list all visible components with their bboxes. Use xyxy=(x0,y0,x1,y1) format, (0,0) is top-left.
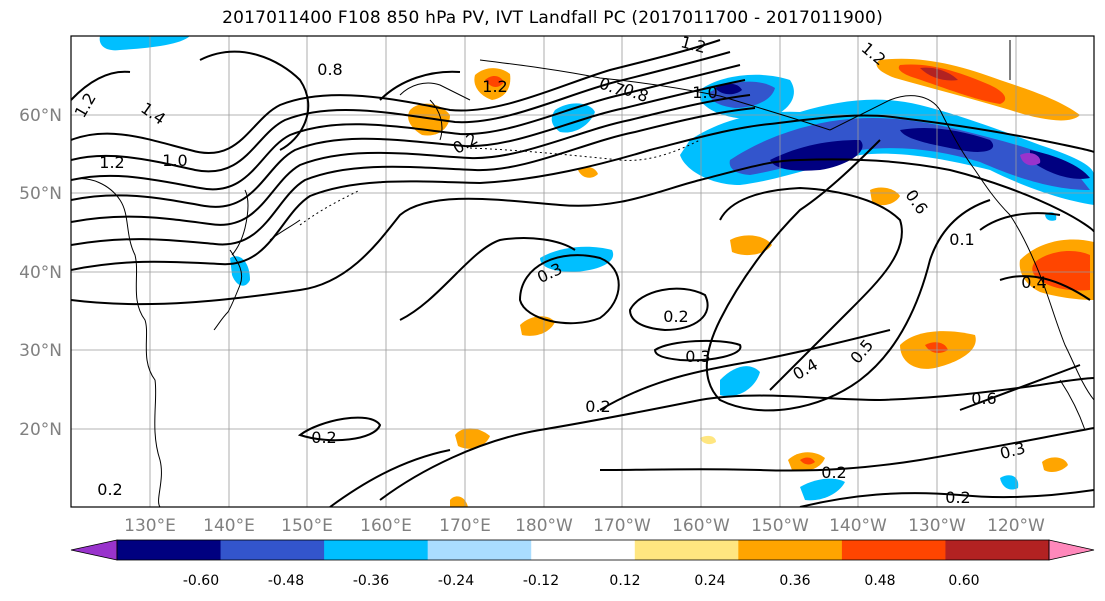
colorbar-swatch xyxy=(945,540,1050,560)
colorbar-swatch xyxy=(220,540,325,560)
negative-pv-band-outer xyxy=(680,99,1094,205)
latitude-labels: 20°N 30°N 40°N 50°N 60°N xyxy=(19,106,62,440)
graticule xyxy=(71,36,1094,507)
lon-label: 170°E xyxy=(439,516,491,536)
contours xyxy=(71,39,1094,507)
positive-pv-aleutian xyxy=(700,435,716,445)
positive-pv-bering-mid xyxy=(578,166,598,178)
negative-pv-east1 xyxy=(720,366,760,397)
colorbar: -0.60 -0.48 -0.36 -0.24 -0.12 0.12 0.24 … xyxy=(70,539,1095,589)
contour-label: 1.0 xyxy=(692,83,717,102)
longitude-labels: 130°E 140°E 150°E 160°E 170°E 180°W 170°… xyxy=(124,516,1045,536)
colorbar-tick-label: -0.48 xyxy=(268,573,304,589)
negative-pv-spot-purple xyxy=(1020,152,1041,166)
lon-label: 160°W xyxy=(672,516,730,536)
negative-pv-central xyxy=(540,246,614,272)
positive-pv-central xyxy=(520,316,555,336)
colorbar-swatch xyxy=(531,540,636,560)
contour-label: 1.0 xyxy=(162,151,187,170)
lon-label: 150°E xyxy=(281,516,333,536)
contour-label: 1.2 xyxy=(482,77,507,96)
colorbar-swatch xyxy=(427,540,532,560)
positive-pv-bering-north-core xyxy=(485,76,504,87)
contour-label: 1.2 xyxy=(679,32,709,57)
lon-label: 180°W xyxy=(515,516,573,536)
colorbar-ticks: -0.60 -0.48 -0.36 -0.24 -0.12 0.12 0.24 … xyxy=(183,573,980,589)
lon-label: 150°W xyxy=(751,516,809,536)
colorbar-tick-label: 0.24 xyxy=(694,573,725,589)
contour-label: 0.3 xyxy=(685,347,710,366)
colorbar-swatch xyxy=(634,540,739,560)
negative-pv-east3 xyxy=(1000,475,1019,490)
contour-label: 0.4 xyxy=(1021,273,1046,292)
negative-pv-alaska-dark xyxy=(715,83,742,95)
positive-pv-canada-core xyxy=(898,64,1006,104)
lon-label: 170°W xyxy=(593,516,651,536)
colorbar-tick-label: 0.60 xyxy=(948,573,979,589)
positive-pv-gulf-alaska xyxy=(870,187,900,206)
colorbar-tick-label: 0.36 xyxy=(779,573,810,589)
contour-label: 0.1 xyxy=(949,230,974,249)
negative-pv-nw-corner xyxy=(99,36,190,51)
coastlines xyxy=(71,36,1094,507)
colorbar-frame xyxy=(116,539,1050,561)
map-area: 0.8 1.2 1.2 1.4 1.0 1.2 0.2 0.7 0.8 1.0 … xyxy=(70,32,1095,508)
colorbar-swatch xyxy=(841,540,946,560)
colorbar-swatches xyxy=(70,539,1095,561)
positive-pv-us-west-core xyxy=(1032,250,1090,291)
colorbar-swatch xyxy=(117,540,222,560)
contour-label: 1.2 xyxy=(99,153,124,172)
lon-label: 140°E xyxy=(203,516,255,536)
contour-label: 0.2 xyxy=(97,480,122,499)
positive-pv-ne-pacific xyxy=(730,235,772,256)
negative-pv-east2 xyxy=(800,478,845,501)
colorbar-tick-label: -0.36 xyxy=(353,573,389,589)
lon-label: 130°W xyxy=(908,516,966,536)
lon-label: 140°W xyxy=(829,516,887,536)
negative-pv-band-mid xyxy=(729,118,1090,190)
lon-label: 130°E xyxy=(124,516,176,536)
map-frame xyxy=(70,35,1095,508)
colorbar-swatch xyxy=(738,540,843,560)
contour-label: 0.2 xyxy=(311,428,336,447)
lat-label: 60°N xyxy=(19,106,62,126)
colorbar-swatch xyxy=(324,540,429,560)
contour-label: 0.2 xyxy=(945,488,970,507)
lat-label: 50°N xyxy=(19,184,62,204)
contour-label: 0.6 xyxy=(971,389,996,408)
lon-label: 160°E xyxy=(360,516,412,536)
lat-label: 40°N xyxy=(19,263,62,283)
colorbar-tick-label: 0.12 xyxy=(609,573,640,589)
positive-pv-south1 xyxy=(455,428,490,449)
positive-pv-kamchatka xyxy=(408,103,450,136)
colorbar-tick-label: -0.60 xyxy=(183,573,219,589)
contour-label: 0.2 xyxy=(585,397,610,416)
lat-label: 30°N xyxy=(19,341,62,361)
colorbar-tick-label: -0.12 xyxy=(523,573,559,589)
positive-pv-south2-core xyxy=(800,457,815,465)
contour-label: 0.2 xyxy=(821,463,846,482)
colorbar-tick-label: -0.24 xyxy=(438,573,474,589)
lat-label: 20°N xyxy=(19,420,62,440)
colorbar-extend-min xyxy=(70,539,118,561)
positive-pv-south4 xyxy=(450,496,468,507)
contour-label: 0.2 xyxy=(663,307,688,326)
map-title: 2017011400 F108 850 hPa PV, IVT Landfall… xyxy=(222,8,883,28)
contour-label: 0.8 xyxy=(317,60,342,79)
lon-label: 120°W xyxy=(987,516,1045,536)
positive-pv-south3 xyxy=(1042,457,1068,473)
positive-pv-canada-dark xyxy=(920,67,958,81)
colorbar-tick-label: 0.48 xyxy=(864,573,895,589)
colorbar-extend-max xyxy=(1048,539,1095,561)
negative-pv-band-core xyxy=(770,128,1090,179)
